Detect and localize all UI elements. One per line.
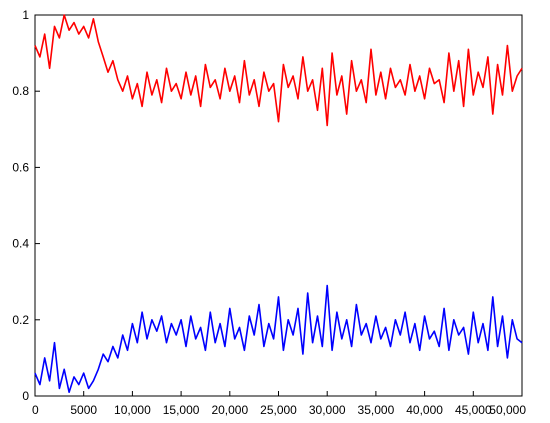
y-tick-label: 0.2 <box>12 313 29 327</box>
series-layer <box>34 14 523 394</box>
x-tick-label: 50,000 <box>489 403 526 417</box>
x-tick-label: 0 <box>32 403 39 417</box>
x-tick-label: 10,000 <box>114 403 151 417</box>
series-line-1 <box>34 14 523 127</box>
x-tick-label: 40,000 <box>406 403 443 417</box>
x-tick-label: 5000 <box>70 403 97 417</box>
y-tick-label: 0.6 <box>12 160 29 174</box>
x-tick-label: 45,000 <box>455 403 492 417</box>
x-tick-label: 20,000 <box>211 403 248 417</box>
y-tick-label: 0 <box>22 389 29 403</box>
x-tick-label: 30,000 <box>309 403 346 417</box>
series-line-2 <box>34 284 523 394</box>
tick-label-layer: 0 5000 10,000 15,000 20,000 25,000 30,000 35,00… <box>12 8 526 417</box>
x-tick-label: 15,000 <box>163 403 200 417</box>
x-tick-label: 35,000 <box>358 403 395 417</box>
x-tick-label: 25,000 <box>260 403 297 417</box>
y-tick-label: 0.4 <box>12 237 29 251</box>
y-tick-label: 1 <box>22 8 29 22</box>
y-tick-label: 0.8 <box>12 84 29 98</box>
tick-layer <box>34 14 523 397</box>
